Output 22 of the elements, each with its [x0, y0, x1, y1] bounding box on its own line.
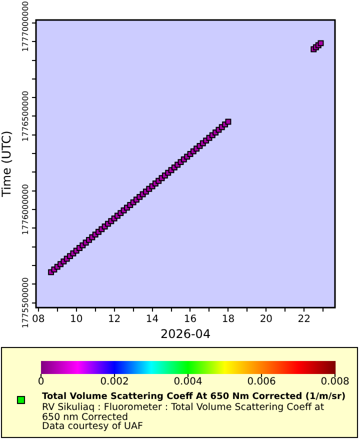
x-tick-label: 20: [260, 314, 273, 326]
x-tick-label: 10: [70, 314, 83, 326]
text: Data courtesy of UAF: [42, 421, 144, 432]
color-bar-title: Total Volume Scattering Coeff At 650 Nm Corrected (1/m/sr): [42, 392, 346, 402]
x-tick-label: 14: [146, 314, 159, 326]
x-tick-label: 16: [184, 314, 197, 326]
y-tick-label: 1777000000: [21, 0, 30, 52]
color-bar-label: 0.002: [100, 376, 129, 388]
color-bar-label: 0: [38, 376, 44, 388]
y-tick-label: 1776000000: [21, 184, 30, 235]
x-tick-label: 18: [222, 314, 235, 326]
x-tick-label: 12: [108, 314, 121, 326]
text: RV Sikuliaq : Fluorometer : Total Volume Scattering Coeff at 650 nm Corrected: [42, 402, 326, 422]
color-bar-label: 0.004: [174, 376, 202, 388]
y-tick-label: 1776500000: [21, 90, 30, 142]
color-bar-label: 0.008: [320, 376, 350, 388]
x-tick-label: 22: [298, 314, 311, 326]
color-bar-label: 0.006: [247, 376, 276, 388]
y-tick-label: 1775500000: [21, 277, 30, 328]
x-axis-title: 2026-04: [160, 326, 211, 341]
y-axis-title: Time (UTC): [0, 130, 14, 198]
x-tick-label: 08: [32, 314, 45, 326]
